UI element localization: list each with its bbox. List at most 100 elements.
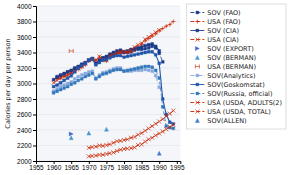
- point: [130, 68, 133, 71]
- point: [94, 77, 97, 80]
- tick-mark: [33, 6, 36, 7]
- point: [126, 70, 129, 73]
- series: [52, 50, 174, 125]
- point: [101, 73, 104, 76]
- point: [122, 50, 126, 54]
- point: [144, 68, 147, 71]
- point: [84, 62, 87, 65]
- point: [168, 121, 171, 124]
- point: [126, 137, 130, 141]
- point: [137, 67, 140, 70]
- point: [168, 125, 172, 129]
- legend-label: USA (BERMAN): [207, 63, 256, 71]
- point: [123, 70, 126, 73]
- tick-mark: [33, 161, 36, 162]
- point: [157, 29, 161, 33]
- series: [157, 151, 161, 155]
- point: [158, 62, 161, 65]
- point: [154, 74, 157, 77]
- point: [144, 47, 147, 50]
- series: [55, 20, 175, 81]
- point: [101, 153, 105, 157]
- point: [101, 144, 105, 148]
- legend-item: SOV (CIA): [190, 27, 239, 35]
- tick: 1985: [135, 161, 150, 171]
- tick-label: 2000: [17, 158, 32, 165]
- series: [52, 65, 174, 130]
- point: [87, 146, 91, 150]
- legend: SOV (FAO)USA (FAO)SOV (CIA)USA (CIA)SOV …: [186, 4, 286, 129]
- point: [66, 82, 69, 85]
- series-line: [54, 30, 160, 83]
- tick-label: 1970: [82, 164, 97, 171]
- point: [77, 66, 80, 69]
- point: [133, 135, 137, 139]
- point: [105, 55, 108, 58]
- point: [80, 64, 83, 67]
- legend-swatch-marker: [195, 56, 199, 60]
- legend-label: SOV (BERMAN): [207, 54, 256, 62]
- point: [143, 129, 147, 133]
- point: [101, 57, 105, 61]
- point: [87, 59, 90, 62]
- axis-line: [33, 7, 37, 162]
- point: [70, 83, 73, 86]
- legend-swatch-marker: [196, 83, 199, 86]
- point: [129, 146, 133, 150]
- series-line: [57, 22, 173, 79]
- point: [56, 75, 59, 78]
- point: [147, 126, 151, 130]
- grid-line: [36, 21, 180, 22]
- tick: 1965: [64, 161, 79, 171]
- legend-item: SOV(ALLEN): [195, 117, 246, 125]
- point: [108, 151, 112, 155]
- point: [157, 119, 161, 123]
- point: [140, 142, 144, 146]
- tick-label: 3200: [17, 65, 32, 72]
- point: [98, 75, 101, 78]
- point: [119, 68, 122, 71]
- point: [83, 63, 87, 67]
- legend-item: USA (CIA): [190, 36, 239, 44]
- legend-label: USA (USDA, TOTAL): [207, 108, 271, 116]
- point: [165, 125, 168, 128]
- point: [157, 131, 161, 135]
- legend-swatch-marker: [196, 29, 199, 32]
- point: [104, 143, 108, 147]
- point: [87, 58, 91, 62]
- point: [168, 23, 172, 27]
- legend-item: SOV(Russia, official): [190, 90, 272, 98]
- point: [66, 70, 69, 73]
- point: [154, 69, 157, 72]
- tick-mark: [33, 130, 36, 131]
- point: [105, 58, 108, 61]
- point: [101, 57, 105, 61]
- legend-label: SOV(Russia, official): [207, 90, 272, 98]
- point: [109, 57, 112, 60]
- point: [104, 58, 108, 62]
- tick: 1980: [117, 161, 132, 171]
- point: [161, 60, 164, 63]
- point: [91, 72, 94, 75]
- point: [84, 72, 87, 75]
- point: [126, 51, 130, 55]
- point: [98, 61, 101, 64]
- point: [140, 66, 143, 69]
- chart: SOV (FAO)USA (FAO)SOV (CIA)USA (CIA)SOV …: [0, 0, 288, 175]
- legend-label: USA (USDA, ADULTS(2): [207, 99, 282, 107]
- point: [80, 64, 83, 67]
- tick: 2000: [17, 158, 36, 165]
- point: [126, 55, 129, 58]
- point: [140, 69, 143, 72]
- tick-mark: [33, 99, 36, 100]
- series-line: [54, 44, 160, 80]
- tick-label: 2600: [17, 111, 32, 118]
- point: [87, 59, 90, 62]
- point: [161, 26, 165, 30]
- point: [91, 57, 94, 60]
- point: [59, 85, 62, 88]
- point: [140, 41, 144, 45]
- tick-mark: [33, 68, 36, 69]
- series-line: [54, 66, 174, 128]
- point: [147, 43, 150, 46]
